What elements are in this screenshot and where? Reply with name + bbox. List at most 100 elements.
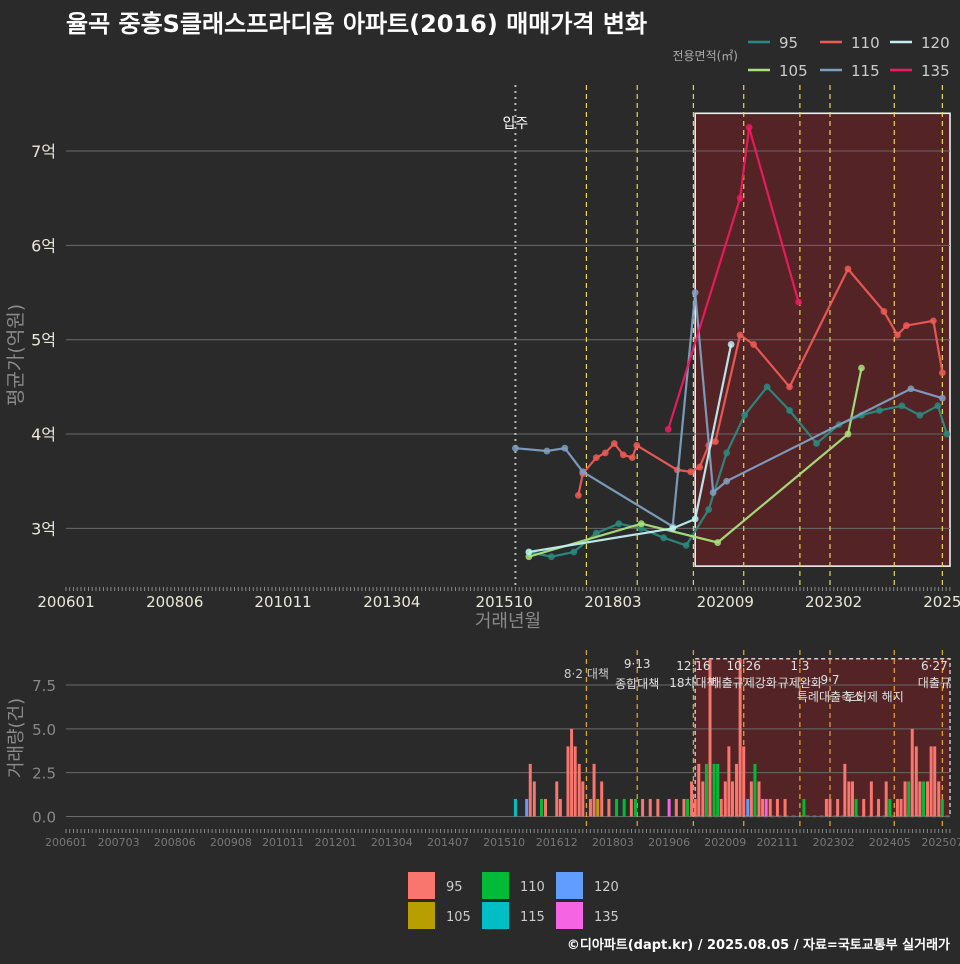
volume-bar-110 [907,781,911,817]
volume-bar-95 [862,798,866,817]
bar-legend-label-95: 95 [446,880,463,895]
volume-x-tick-label: 200703 [98,836,140,849]
data-point-95 [682,541,690,549]
volume-y-tick-label: 5.0 [32,721,56,739]
policy-annotation-text: 특례대출축소 [797,690,863,704]
legend-label-105: 105 [779,62,808,80]
bar-legend-swatch-120 [556,872,583,899]
volume-bar-95 [629,798,633,817]
volume-y-tick-label: 7.5 [32,677,56,695]
volume-bar-95 [884,781,888,817]
volume-bar-95 [727,746,731,817]
volume-bar-115 [513,798,517,817]
volume-bar-95 [555,781,559,817]
policy-annotation-date: 6·27 [921,659,948,673]
volume-bar-95 [730,781,734,817]
data-point-115 [938,394,946,402]
volume-bar-95 [749,781,753,817]
series-line-120 [528,344,733,554]
data-point-95 [934,402,942,410]
volume-x-tick-label: 200601 [45,836,87,849]
data-point-95 [660,534,668,542]
volume-bar-95 [697,763,701,817]
legend-title: 전용면적(㎡) [672,49,738,63]
volume-y-tick-label: 2.5 [32,765,56,783]
policy-annotation: 8·2 대책 [564,666,609,681]
volume-bar-95 [738,658,742,817]
data-point-110 [633,441,641,449]
data-point-110 [696,463,704,471]
data-point-110 [619,451,627,459]
volume-x-tick-label: 200908 [210,836,252,849]
volume-bar-95 [723,781,727,817]
data-point-115 [579,468,587,476]
volume-bar-110 [753,763,757,817]
data-point-110 [592,454,600,462]
data-point-115 [709,489,717,496]
volume-bar-95 [877,798,881,817]
volume-x-tick-label: 201510 [483,836,525,849]
x-tick-label: 202302 [805,593,862,611]
volume-bar-110 [615,798,619,817]
data-point-110 [736,331,744,339]
data-point-120 [727,341,735,348]
volume-bar-110 [940,798,944,817]
volume-bar-95 [577,763,581,817]
data-point-95 [592,529,600,537]
data-point-115 [907,385,915,393]
volume-x-tick-label: 202507 [921,836,960,849]
x-tick-label: 2025 [923,593,960,611]
data-point-110 [844,265,852,273]
data-point-115 [561,444,569,452]
source-footer: ©디아파트(dapt.kr) / 2025.08.05 / 자료=국토교통부 실… [566,938,950,953]
volume-bar-95 [573,746,577,817]
data-point-120 [669,524,677,532]
volume-y-axis-title: 거래량(건) [6,698,27,778]
data-point-105 [714,539,722,546]
data-point-135 [736,194,744,202]
volume-x-tick-label: 202302 [813,836,855,849]
volume-bar-95 [836,798,840,817]
data-point-95 [615,520,623,528]
volume-bar-110 [888,798,892,817]
volume-x-tick-label: 202405 [869,836,911,849]
bar-legend-label-120: 120 [594,880,619,895]
volume-bar-95 [682,798,686,817]
data-point-110 [628,454,636,462]
policy-annotation-date: 1·3 [790,659,809,673]
legend-label-135: 135 [921,62,950,80]
volume-bar-95 [701,781,705,817]
volume-bar-95 [775,798,779,817]
data-point-110 [610,440,618,447]
policy-annotation-date: 12·16 [676,659,710,673]
y-tick-label: 5억 [31,331,56,350]
volume-bar-110 [716,763,720,817]
bar-legend-swatch-115 [482,902,509,929]
data-point-95 [763,383,771,391]
volume-bar-95 [735,763,739,817]
bar-legend-label-110: 110 [520,880,545,895]
x-minor-ticks [65,587,951,591]
volume-x-tick-label: 201906 [648,836,690,849]
data-point-105 [525,553,533,561]
volume-bar-95 [690,781,694,817]
volume-bar-95 [937,781,941,817]
y-tick-label: 6억 [31,236,56,255]
data-point-105 [844,430,852,438]
data-point-115 [691,289,699,296]
series-line-135 [667,127,800,430]
x-tick-label: 202009 [697,593,754,611]
volume-x-tick-label: 202009 [704,836,746,849]
volume-bar-95 [719,798,723,817]
volume-bar-95 [528,763,532,817]
data-point-135 [664,425,672,433]
volume-bar-110 [539,798,543,817]
volume-bar-110 [921,781,925,817]
policy-annotation-text: 대출규 [918,676,951,690]
data-point-95 [570,548,578,556]
legend-label-110: 110 [851,34,880,52]
data-point-110 [938,369,946,377]
series-line-115 [515,292,943,529]
y-axis-title: 평균가(억원) [5,304,27,406]
